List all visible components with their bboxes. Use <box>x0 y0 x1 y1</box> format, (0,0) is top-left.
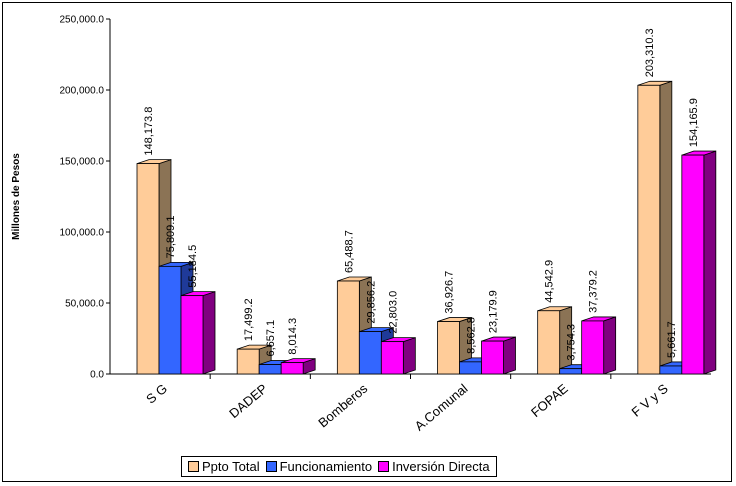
bar <box>581 320 605 375</box>
data-label: 55,184.5 <box>187 245 199 288</box>
bar-chart: 0.0 50,000.0 100,000.0 150,000.0 200,000.0 25… <box>11 15 717 434</box>
legend-item: Ppto Total <box>188 459 260 474</box>
legend-item: Funcionamiento <box>265 459 373 474</box>
chart-frame: 0.0 50,000.0 100,000.0 150,000.0 200,000.0 25… <box>2 2 732 482</box>
data-label: 8,562.8 <box>466 317 478 354</box>
bar <box>136 163 160 375</box>
x-tick-label: Bomberos <box>315 380 370 430</box>
data-label: 5,661.7 <box>666 321 678 358</box>
chart-legend: Ppto Total Funcionamiento Inversión Direct… <box>181 456 497 477</box>
legend-label: Funcionamiento <box>279 459 373 474</box>
data-label: 154,165.9 <box>688 98 700 147</box>
bar <box>659 365 683 375</box>
bar-side <box>202 291 216 375</box>
bar <box>158 265 182 375</box>
legend-swatch <box>265 461 277 472</box>
y-tick-label: 250,000.0 <box>60 15 105 26</box>
bar-side <box>603 316 617 375</box>
bar <box>437 321 460 375</box>
data-label: 23,179.9 <box>488 290 500 333</box>
legend-item: Inversión Directa <box>378 459 490 474</box>
x-tick-label: DADEP <box>226 381 270 421</box>
data-label: 3,754.3 <box>566 324 578 361</box>
legend-swatch <box>188 461 199 472</box>
data-label: 17,499.2 <box>243 298 255 341</box>
legend-swatch <box>378 461 390 472</box>
bar <box>559 368 583 375</box>
y-axis-title: Millones de Pesos <box>11 153 22 240</box>
x-tick-label: A.Comunal <box>412 381 471 434</box>
data-label: 65,488.7 <box>343 230 355 273</box>
data-label: 203,310.3 <box>644 28 656 77</box>
bar <box>358 331 382 375</box>
y-tick-label: 50,000.0 <box>65 299 104 310</box>
bar <box>681 154 705 375</box>
y-tick-label: 150,000.0 <box>60 157 105 168</box>
data-label: 37,379.2 <box>588 270 600 313</box>
y-tick-label: 0.0 <box>90 370 104 381</box>
bar <box>380 341 404 375</box>
x-tick-label: S G <box>143 381 170 407</box>
bar-side <box>402 337 416 375</box>
bar <box>258 364 282 375</box>
data-label: 148,173.8 <box>143 107 155 156</box>
legend-label: Inversión Directa <box>392 459 490 474</box>
y-tick-label: 100,000.0 <box>60 228 105 239</box>
x-tick-label: F V y S <box>629 381 672 420</box>
legend-label: Ppto Total <box>202 459 260 474</box>
data-label: 22,803.0 <box>387 291 399 334</box>
bar <box>180 295 204 375</box>
data-label: 6,657.1 <box>265 320 277 357</box>
bar <box>336 280 360 375</box>
data-label: 29,856.2 <box>365 281 377 324</box>
y-tick-label: 200,000.0 <box>60 86 105 97</box>
bar-side <box>703 150 717 375</box>
bar <box>537 310 561 375</box>
data-label: 8,014.3 <box>287 318 299 355</box>
x-tick-label: FOPAE <box>528 381 571 420</box>
bar-side <box>503 336 516 375</box>
bar <box>637 84 661 375</box>
bar <box>459 361 482 375</box>
bar <box>481 340 504 375</box>
bar <box>280 362 304 375</box>
data-label: 44,542.9 <box>544 260 556 303</box>
data-label: 36,926.7 <box>444 271 456 314</box>
bar <box>236 348 260 375</box>
data-label: 75,809.1 <box>165 216 177 259</box>
